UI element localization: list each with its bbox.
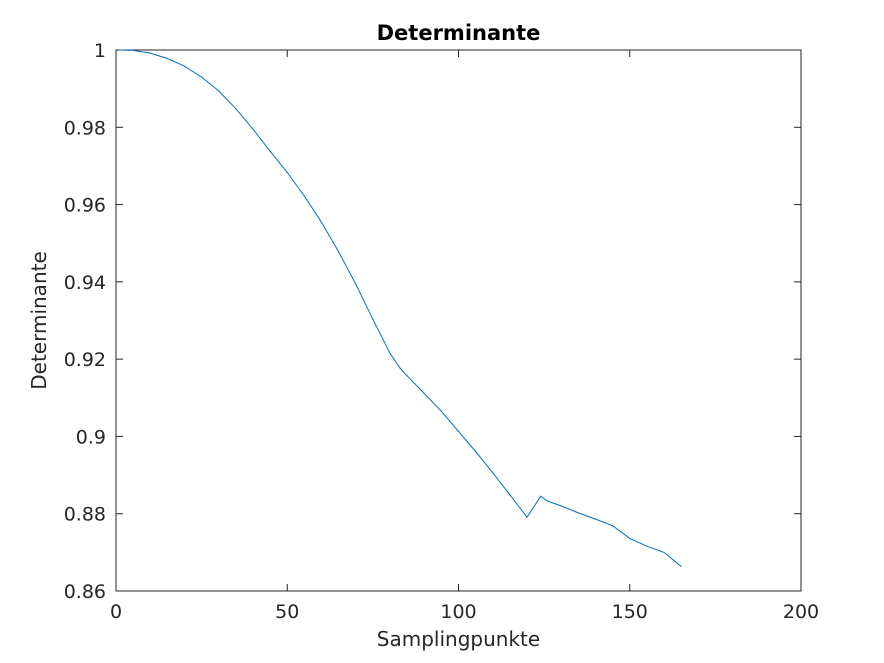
data-point xyxy=(132,49,134,51)
data-point xyxy=(663,551,665,553)
data-point xyxy=(540,495,542,497)
data-point xyxy=(509,494,511,496)
data-point xyxy=(118,49,121,51)
data-point xyxy=(475,450,477,453)
data-point xyxy=(612,525,614,527)
y-tick-label: 0.9 xyxy=(76,426,106,448)
y-tick-label: 0.86 xyxy=(64,581,106,603)
data-point xyxy=(526,516,528,518)
data-point xyxy=(372,318,374,320)
y-axis-label: Determinante xyxy=(27,251,51,390)
ticks xyxy=(115,49,802,592)
data-point xyxy=(389,352,391,354)
x-tick-label: 0 xyxy=(110,601,122,623)
plot-area xyxy=(115,49,802,592)
data-point xyxy=(320,221,323,223)
y-tick-label: 0.96 xyxy=(64,195,106,217)
chart-title: Determinante xyxy=(377,21,541,45)
x-axis-label: Samplingpunkte xyxy=(377,627,540,651)
data-point xyxy=(252,128,254,130)
data-point xyxy=(457,430,460,433)
x-tick-label: 100 xyxy=(440,601,476,623)
y-tick-label: 0.98 xyxy=(64,117,106,139)
data-point xyxy=(303,195,305,197)
data-point xyxy=(399,367,401,370)
data-point xyxy=(183,65,186,67)
y-tick-label: 0.92 xyxy=(64,349,106,371)
data-point xyxy=(149,52,151,54)
data-point xyxy=(355,283,357,285)
y-tick-labels: 0.86 0.88 0.9 0.92 0.94 0.96 0.98 1 xyxy=(64,40,106,603)
x-tick-label: 200 xyxy=(783,601,819,623)
y-tick-label: 1 xyxy=(94,40,106,62)
data-point xyxy=(629,537,631,540)
data-point xyxy=(646,545,648,547)
data-point xyxy=(492,472,494,474)
data-point xyxy=(338,251,340,253)
x-tick-label: 150 xyxy=(612,601,648,623)
data-point xyxy=(166,57,168,60)
data-point xyxy=(680,565,682,567)
data-point xyxy=(594,518,597,520)
data-point xyxy=(269,150,271,152)
data-points xyxy=(118,49,682,567)
y-tick-label: 0.94 xyxy=(64,272,106,294)
data-point xyxy=(440,410,442,412)
data-point xyxy=(546,500,549,502)
data-point xyxy=(218,90,220,92)
data-point xyxy=(286,171,288,174)
data-point xyxy=(423,392,425,395)
data-point xyxy=(560,505,562,507)
data-point xyxy=(577,512,579,514)
data-point xyxy=(235,108,237,110)
data-point xyxy=(201,76,203,78)
x-tick-labels: 0 50 100 150 200 xyxy=(110,601,819,623)
series-line xyxy=(119,49,682,567)
y-tick-label: 0.88 xyxy=(64,504,106,526)
data-point xyxy=(406,375,408,377)
x-tick-label: 50 xyxy=(275,601,299,623)
